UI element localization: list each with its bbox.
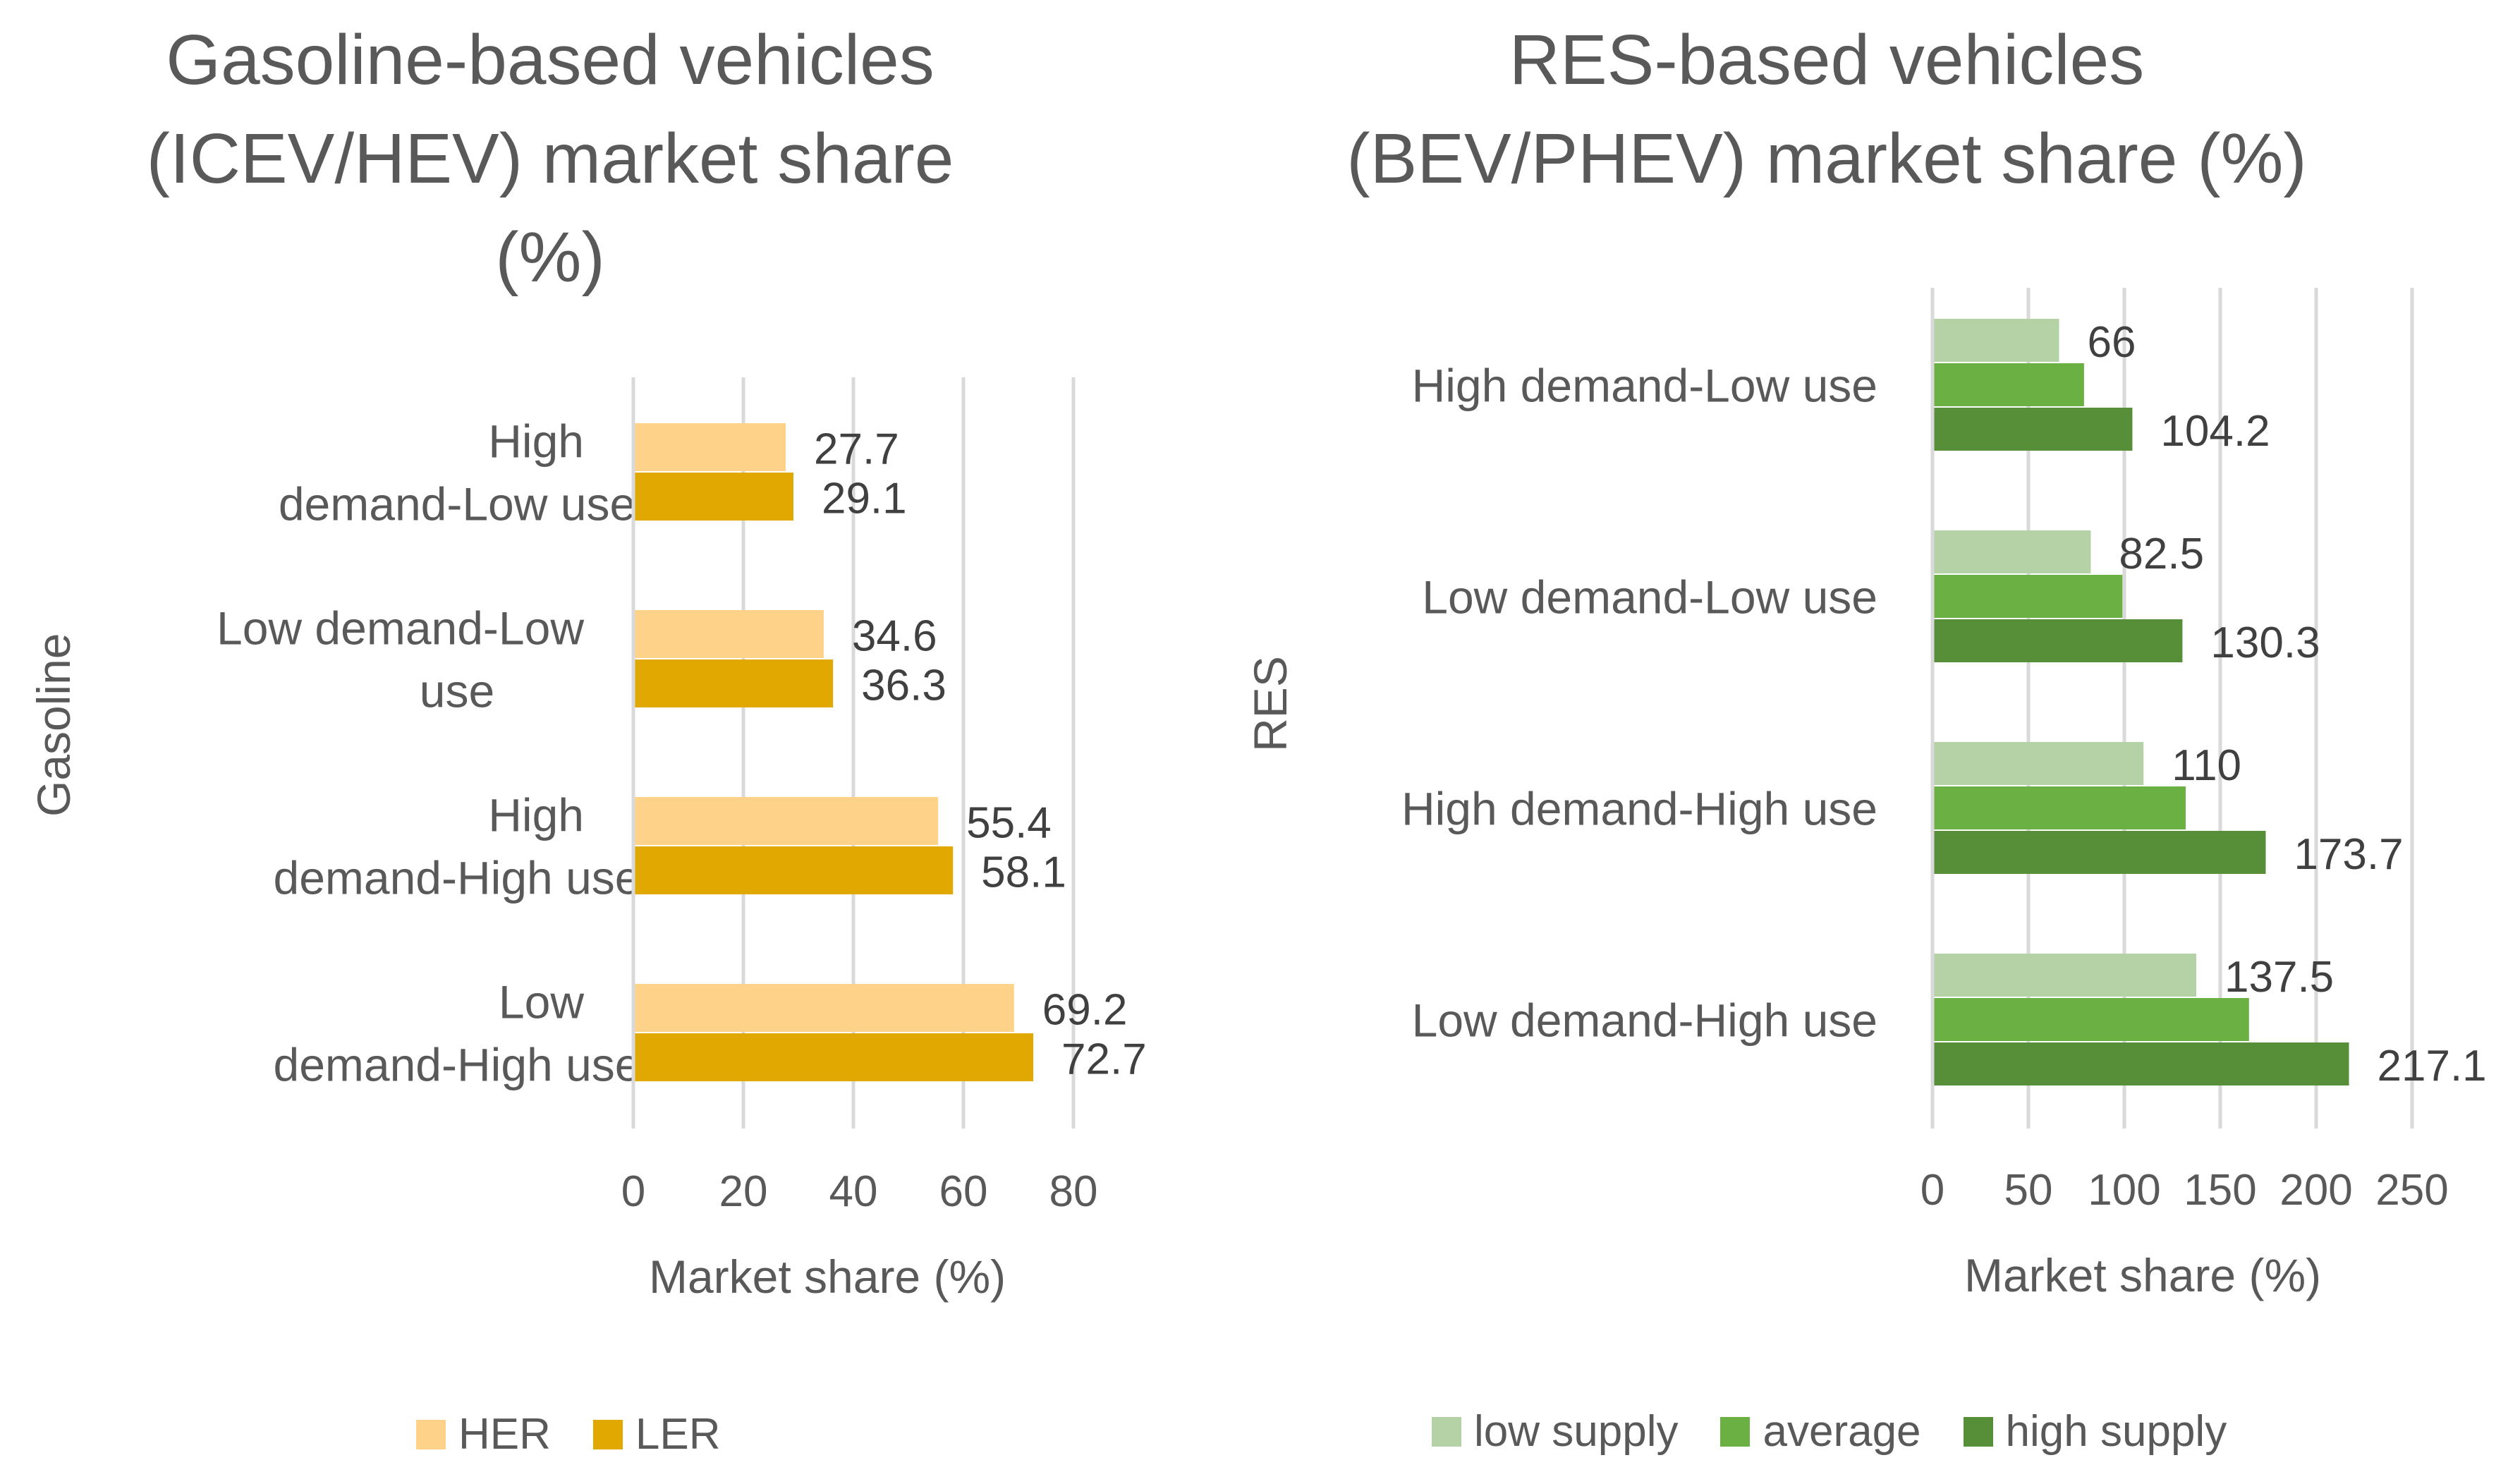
bar-high-supply-high-demand-high-use xyxy=(1932,831,2266,874)
data-label-her: 27.7 xyxy=(814,425,899,473)
bar-her-low-demand-high-use xyxy=(633,984,1014,1032)
legend-label: high supply xyxy=(2005,1407,2227,1456)
bar-average-low-demand-high-use xyxy=(1932,998,2249,1041)
x-tick-label: 60 xyxy=(939,1167,988,1216)
bar-average-high-demand-low-use xyxy=(1932,363,2084,406)
x-tick-label: 80 xyxy=(1049,1167,1098,1216)
bar-high-supply-low-demand-low-use xyxy=(1932,619,2183,662)
data-label-high-supply: 173.7 xyxy=(2294,830,2403,879)
chart-title: RES-based vehicles (BEV/PHEV) market sha… xyxy=(1346,20,2307,198)
data-label-ler: 72.7 xyxy=(1061,1035,1147,1083)
bar-high-supply-low-demand-high-use xyxy=(1932,1042,2349,1085)
category-label-low-demand-low-use: Low demand-Low use xyxy=(1422,571,1877,624)
legend-swatch xyxy=(1432,1416,1461,1447)
x-axis-title: Market share (%) xyxy=(1964,1249,2322,1301)
legend-label: LER xyxy=(635,1410,721,1459)
x-tick-label: 150 xyxy=(2184,1166,2256,1215)
legend-label: low supply xyxy=(1474,1407,1679,1456)
data-label-low-supply: 66 xyxy=(2088,318,2136,367)
gasoline-plot-area: 0 20 40 60 80 High demand-Low use 27.729.1 Low d… xyxy=(217,377,1147,1216)
legend-swatch xyxy=(1720,1416,1751,1447)
x-tick-label: 0 xyxy=(1920,1166,1944,1215)
bar-low-supply-high-demand-low-use xyxy=(1932,319,2059,362)
legend: HER LER xyxy=(416,1409,763,1459)
bar-low-supply-high-demand-high-use xyxy=(1932,742,2144,785)
category-label-high-demand-low-use: High xyxy=(488,415,584,468)
category-label-low-demand-low-use: Low demand-Low xyxy=(217,602,584,655)
category-label-high-demand-high-use: demand-High use xyxy=(274,852,641,904)
legend-item-high-supply: high supply xyxy=(1963,1406,2227,1456)
bar-her-low-demand-low-use xyxy=(633,610,824,658)
x-axis-title: Market share (%) xyxy=(649,1251,1006,1303)
x-tick-label: 250 xyxy=(2375,1166,2448,1215)
data-label-low-supply: 137.5 xyxy=(2224,953,2334,1002)
category-label-low-demand-low-use: use xyxy=(420,665,494,717)
legend-item-average: average xyxy=(1720,1406,1921,1456)
data-label-low-supply: 110 xyxy=(2172,741,2241,790)
legend-item-low-supply: low supply xyxy=(1432,1406,1678,1456)
bar-ler-high-demand-low-use xyxy=(633,473,793,521)
bar-ler-high-demand-high-use xyxy=(633,846,954,894)
res-plot-area: 0 50 100 150 200 250 High demand-Low use 66 104.… xyxy=(1401,288,2487,1215)
bar-low-supply-low-demand-high-use xyxy=(1932,954,2196,997)
bar-ler-low-demand-high-use xyxy=(633,1033,1034,1081)
data-label-ler: 29.1 xyxy=(822,474,907,523)
data-label-ler: 36.3 xyxy=(861,661,946,710)
data-label-high-supply: 217.1 xyxy=(2378,1042,2487,1090)
data-label-high-supply: 104.2 xyxy=(2160,407,2270,456)
bar-ler-low-demand-low-use xyxy=(633,659,834,707)
data-label-her: 34.6 xyxy=(852,612,937,660)
chart-title: Gasoline-based vehicles (ICEV/HEV) marke… xyxy=(146,20,954,297)
legend-label: average xyxy=(1763,1407,1921,1456)
bar-average-low-demand-low-use xyxy=(1932,575,2123,618)
x-tick-label: 40 xyxy=(829,1167,878,1216)
x-tick-label: 100 xyxy=(2088,1166,2160,1215)
legend-swatch xyxy=(592,1419,623,1449)
legend-item-ler: LER xyxy=(592,1409,721,1459)
legend-label: HER xyxy=(458,1410,551,1459)
bar-her-high-demand-low-use xyxy=(633,423,786,471)
x-tick-label: 200 xyxy=(2279,1166,2352,1215)
x-tick-label: 50 xyxy=(2004,1166,2053,1215)
category-label-high-demand-high-use: High demand-High use xyxy=(1401,783,1877,835)
legend-swatch xyxy=(416,1419,446,1449)
category-label-high-demand-low-use: demand-Low use xyxy=(279,478,635,530)
data-label-ler: 58.1 xyxy=(981,848,1066,896)
bar-high-supply-high-demand-low-use xyxy=(1932,408,2133,451)
bar-her-high-demand-high-use xyxy=(633,797,939,845)
data-label-high-supply: 130.3 xyxy=(2210,619,2320,667)
res-chart-panel: RES-based vehicles (BEV/PHEV) market sha… xyxy=(1241,0,2508,1484)
bar-average-high-demand-high-use xyxy=(1932,786,2186,829)
gasoline-chart-panel: Gasoline-based vehicles (ICEV/HEV) marke… xyxy=(0,0,1241,1484)
x-tick-label: 0 xyxy=(621,1167,645,1216)
legend-item-her: HER xyxy=(416,1409,551,1459)
data-label-her: 69.2 xyxy=(1042,985,1128,1034)
category-label-high-demand-high-use: High xyxy=(488,789,584,841)
category-label-low-demand-high-use: demand-High use xyxy=(274,1039,641,1091)
legend-swatch xyxy=(1963,1416,1993,1447)
category-label-high-demand-low-use: High demand-Low use xyxy=(1412,360,1877,412)
bar-low-supply-low-demand-low-use xyxy=(1932,530,2091,573)
data-label-her: 55.4 xyxy=(966,798,1052,847)
legend: low supply average high supply xyxy=(1432,1406,2269,1456)
data-label-low-supply: 82.5 xyxy=(2119,530,2204,578)
category-label-low-demand-high-use: Low xyxy=(499,976,584,1028)
x-tick-label: 20 xyxy=(719,1167,768,1216)
category-label-low-demand-high-use: Low demand-High use xyxy=(1412,995,1877,1047)
